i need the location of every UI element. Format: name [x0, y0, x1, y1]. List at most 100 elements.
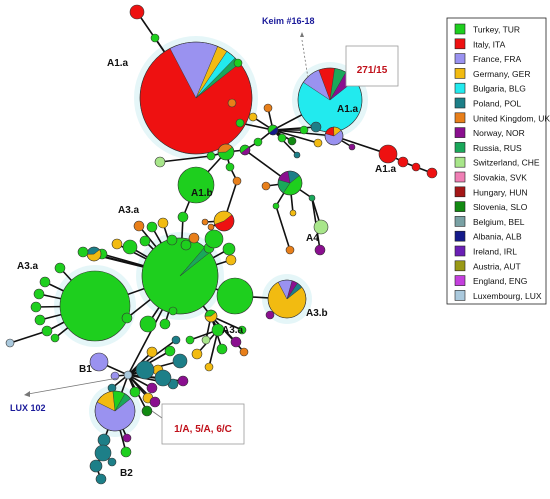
node-B2c: [89, 459, 103, 473]
legend-swatch: [454, 201, 466, 212]
node-yt: [265, 310, 275, 320]
legend-swatch: [454, 245, 466, 257]
legend-swatch: [454, 38, 466, 50]
node-r13: [204, 229, 224, 249]
node-l4: [34, 314, 46, 326]
node-it1: [378, 144, 398, 164]
node-mid2: [206, 151, 216, 161]
legend-swatch: [454, 142, 466, 153]
node-A3L: [59, 270, 131, 342]
legend-swatch: [454, 127, 466, 138]
node-a4c3: [289, 209, 297, 217]
lux102-pointer: [27, 377, 119, 395]
node-a1bT2: [207, 223, 215, 231]
legend-label: Belgium, BEL: [473, 217, 525, 227]
label-a3b: A3.b: [306, 308, 328, 319]
node-c2: [293, 151, 301, 159]
node-tipTop: [129, 4, 145, 20]
node-s2: [139, 315, 157, 333]
node-outline-A3bY: [267, 279, 307, 319]
node-n2: [177, 211, 189, 223]
legend-swatch: [454, 275, 466, 286]
node-B1: [89, 352, 109, 372]
legend-label: United Kingdom, UK: [473, 113, 550, 123]
node-b9: [201, 335, 211, 345]
node-t3: [146, 382, 158, 394]
label-a3a-bottom: A3.a: [222, 325, 244, 336]
label-b1: B1: [79, 364, 92, 375]
node-s5: [121, 312, 133, 324]
keim-pointer: [301, 39, 309, 79]
node-c1: [287, 136, 297, 146]
node-A3bY: [267, 279, 307, 319]
box-1a: [161, 403, 245, 445]
legend-label: Russia, RUS: [473, 143, 522, 153]
node-outline-hub3: [239, 144, 251, 156]
legend-label: Italy, ITA: [473, 39, 506, 49]
node-l6: [50, 333, 60, 343]
node-r15: [225, 254, 237, 266]
node-r10: [180, 239, 192, 251]
node-r2: [86, 246, 102, 262]
node-s4: [168, 306, 178, 316]
node-r7: [146, 221, 158, 233]
node-it3: [411, 162, 421, 172]
node-a4b1: [285, 245, 295, 255]
legend-label: Turkey, TUR: [473, 25, 520, 35]
legend-swatch: [454, 290, 466, 301]
edge-mid2-sw: [159, 155, 212, 163]
node-q3: [248, 112, 258, 122]
legend-label: Albania, ALB: [473, 232, 522, 242]
edge-hub1-c4: [272, 129, 319, 144]
node-c4: [313, 138, 323, 148]
node-q5: [277, 133, 287, 143]
edge-hub1-c2: [272, 129, 298, 156]
node-q4: [263, 103, 273, 113]
legend-label: Bulgaria, BLG: [473, 84, 526, 94]
legend-swatch: [454, 156, 466, 168]
node-outline-a1bR: [213, 210, 235, 232]
node-t6: [129, 386, 141, 398]
node-b7: [239, 347, 249, 357]
node-r14: [222, 242, 236, 256]
node-outline-a4: [277, 170, 303, 196]
node-outline-Bb: [94, 390, 136, 432]
node-b8: [216, 343, 228, 355]
legend-label: Slovenia, SLO: [473, 202, 528, 212]
node-t2: [154, 369, 172, 387]
legend-swatch: [454, 171, 466, 183]
legend-items: Turkey, TUR Italy, ITA France, FRA Germany,…: [454, 23, 550, 301]
node-b6: [230, 336, 242, 348]
node-hb5: [172, 353, 188, 369]
node-r4: [122, 239, 138, 255]
legend-label: Germany, GER: [473, 69, 530, 79]
legend-swatch: [454, 68, 466, 79]
node-a4c1: [261, 181, 271, 191]
node-outline-A3: [141, 237, 219, 315]
node-it2: [397, 156, 409, 168]
node-hb2: [146, 346, 158, 358]
node-s3: [159, 318, 171, 330]
node-t7: [141, 405, 153, 417]
node-t5: [149, 396, 161, 408]
legend-label: Ireland, IRL: [473, 247, 517, 257]
node-hb4: [164, 345, 176, 357]
node-fraN: [348, 143, 356, 151]
node-q1: [227, 98, 237, 108]
node-a1b2: [232, 176, 242, 186]
node-Bb3: [120, 446, 132, 458]
legend-label: Norway, NOR: [473, 128, 525, 138]
node-B2a: [97, 433, 111, 447]
node-a4c2: [272, 202, 280, 210]
node-r5: [139, 235, 151, 247]
legend-swatch: [454, 260, 466, 272]
node-l7: [5, 338, 15, 348]
label-a1a-main: A1.a: [107, 58, 129, 69]
node-mid: [217, 143, 235, 161]
legend: Turkey, TUR Italy, ITA France, FRA Germany,…: [446, 17, 550, 305]
node-outline-hub1: [267, 124, 279, 136]
edge-fra-it1: [333, 135, 389, 155]
node-hb3: [171, 335, 181, 345]
legend-label: Poland, POL: [473, 99, 521, 109]
node-r16: [111, 238, 123, 250]
